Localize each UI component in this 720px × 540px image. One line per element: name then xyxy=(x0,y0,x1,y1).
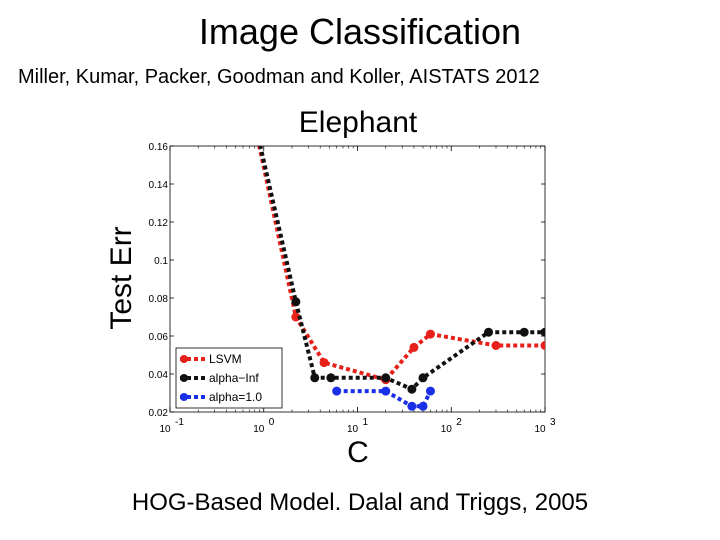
y-tick-label: 0.02 xyxy=(149,408,169,419)
y-tick-label: 0.04 xyxy=(149,370,169,381)
x-tick-label: 10 xyxy=(347,424,359,435)
series-point-1 xyxy=(519,327,529,337)
legend-label-2: alpha=1.0 xyxy=(209,390,262,404)
citation: Miller, Kumar, Packer, Goodman and Kolle… xyxy=(18,66,540,88)
x-tick-exponent: -1 xyxy=(175,417,184,428)
series-point-0 xyxy=(291,312,301,322)
series-point-1 xyxy=(484,327,494,337)
legend-box xyxy=(175,347,283,409)
legend-label-1: alpha−Inf xyxy=(209,371,259,385)
series-point-0 xyxy=(540,341,545,350)
x-tick-exponent: 2 xyxy=(456,417,462,428)
series-point-0 xyxy=(319,358,329,368)
ticks-layer: 0.02 0.04 0.06 0.08 0.1 0.12 0.14 0.16 10 -1 10 0 10… xyxy=(149,142,556,435)
series-point-2 xyxy=(381,386,391,396)
x-axis-label: C xyxy=(347,436,369,469)
series-point-2 xyxy=(332,386,342,396)
legend-marker-2 xyxy=(180,393,188,401)
y-tick-label: 0.06 xyxy=(149,332,169,343)
series-point-1 xyxy=(540,327,545,337)
series-point-1 xyxy=(381,373,391,383)
y-tick-label: 0.08 xyxy=(149,294,169,305)
series-line-1 xyxy=(258,146,545,392)
series-point-1 xyxy=(310,373,320,383)
series-point-1 xyxy=(418,373,428,383)
series-point-2 xyxy=(425,386,435,396)
x-tick-label: 10 xyxy=(159,424,171,435)
y-tick-label: 0.1 xyxy=(154,256,168,267)
series-point-2 xyxy=(418,401,428,411)
chart-title: Elephant xyxy=(299,106,418,139)
series-point-1 xyxy=(326,373,336,383)
y-tick-label: 0.14 xyxy=(149,180,169,191)
series-point-2 xyxy=(407,401,417,411)
series-point-1 xyxy=(407,384,417,394)
slide-title: Image Classification xyxy=(198,11,522,52)
x-tick-exponent: 0 xyxy=(269,417,275,428)
footer-caption: HOG-Based Model. Dalal and Triggs, 2005 xyxy=(131,489,589,516)
series-point-0 xyxy=(425,329,435,339)
legend-label-0: LSVM xyxy=(209,352,242,366)
legend-marker-1 xyxy=(180,374,188,382)
legend-marker-0 xyxy=(180,355,188,363)
y-tick-label: 0.16 xyxy=(149,142,169,153)
series-point-0 xyxy=(238,66,247,75)
series-point-1 xyxy=(238,66,247,75)
x-tick-label: 10 xyxy=(441,424,453,435)
y-tick-label: 0.12 xyxy=(149,218,169,229)
x-tick-label: 10 xyxy=(534,424,546,435)
x-tick-exponent: 3 xyxy=(550,417,556,428)
series-point-1 xyxy=(291,297,301,307)
series-point-0 xyxy=(491,341,501,350)
series-layer xyxy=(238,66,545,411)
legend: LSVM alpha−Inf alpha=1.0 xyxy=(175,347,283,409)
x-tick-exponent: 1 xyxy=(363,417,369,428)
x-tick-label: 10 xyxy=(253,424,265,435)
y-axis-label: Test Err xyxy=(105,226,138,329)
series-point-0 xyxy=(409,342,419,352)
